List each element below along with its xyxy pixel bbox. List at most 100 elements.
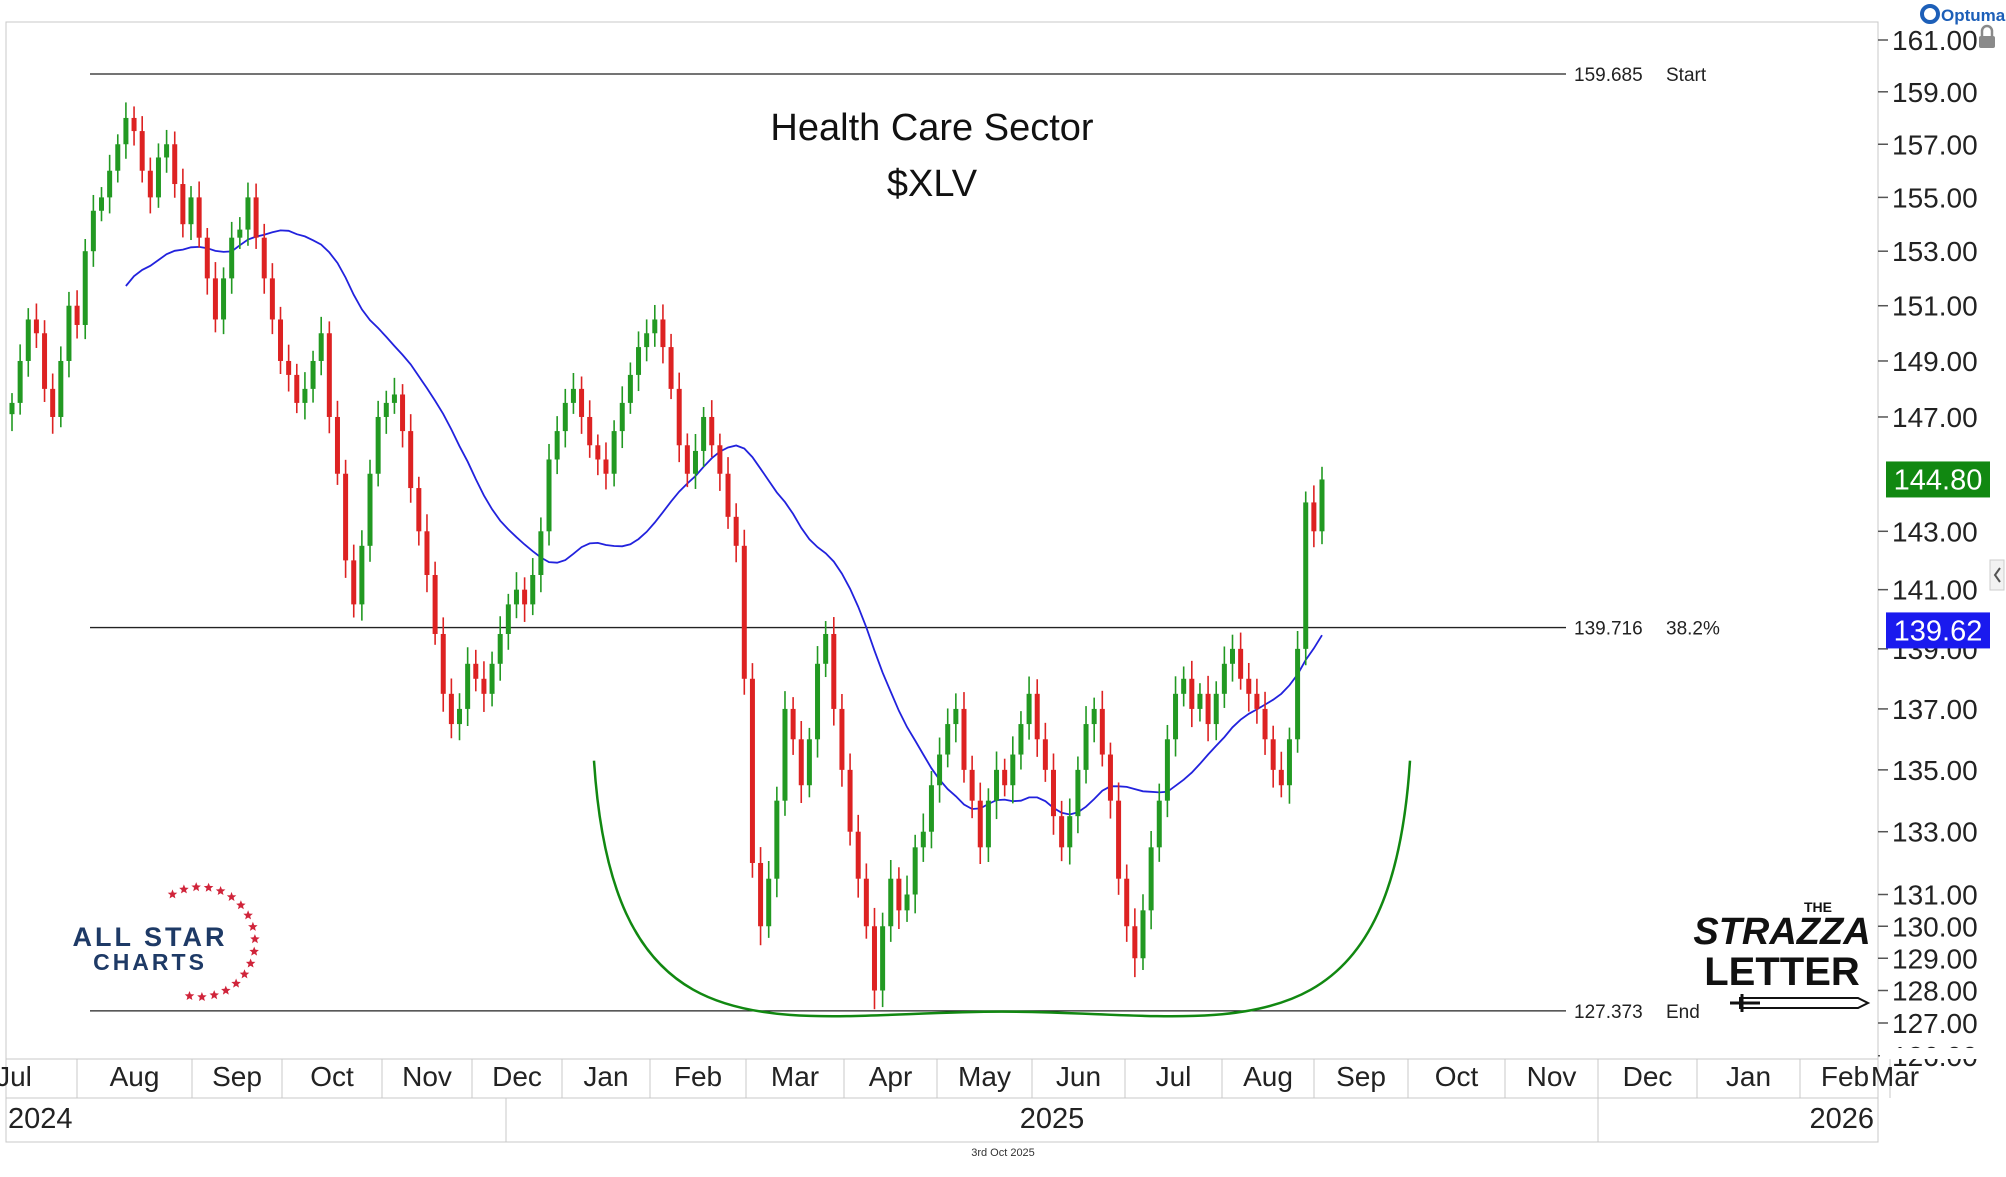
candle-body — [326, 333, 332, 417]
candle-body — [448, 693, 454, 725]
candle-body — [278, 319, 284, 361]
candle-body — [481, 678, 487, 694]
candle-body — [286, 360, 292, 375]
candle-body — [351, 560, 357, 605]
x-month-label: Mar — [1871, 1061, 1919, 1092]
candle-body — [1075, 769, 1081, 817]
candle-body — [269, 278, 275, 320]
candle-body — [920, 831, 926, 848]
candle-body — [229, 237, 235, 279]
candle-body — [1059, 816, 1065, 848]
candle-body — [912, 847, 918, 895]
last-price-badge — [1886, 461, 1990, 498]
candle-body — [538, 531, 544, 575]
candle-body — [798, 739, 804, 786]
candle-body — [17, 360, 23, 403]
candle-body — [164, 144, 170, 158]
candle-body — [863, 878, 869, 927]
level-tag-label: 38.2% — [1666, 619, 1720, 640]
candle-body — [9, 402, 15, 415]
candle-body — [25, 319, 31, 361]
x-month-label: Jun — [1056, 1061, 1101, 1092]
candle-body — [660, 319, 666, 348]
candle-body — [188, 197, 194, 225]
candle-body — [579, 388, 585, 417]
candle-body — [99, 197, 105, 211]
star-icon — [239, 969, 250, 979]
candle-body — [969, 769, 975, 801]
candle-body — [302, 388, 308, 403]
level-tag-label: End — [1666, 1002, 1700, 1023]
candle-body — [676, 388, 682, 446]
candle-body — [611, 431, 617, 474]
x-month-label: Oct — [310, 1061, 354, 1092]
lock-icon[interactable] — [1979, 24, 1995, 48]
y-tick-label: 131.00 — [1892, 879, 1978, 910]
candle-body — [1116, 800, 1122, 879]
y-tick-label: 137.00 — [1892, 694, 1978, 725]
x-month-label: Jan — [1726, 1061, 1771, 1092]
collapse-arrow-icon[interactable] — [1989, 559, 2005, 591]
candle-body — [334, 416, 340, 474]
all-star-charts-logo: ALL STAR CHARTS — [73, 882, 260, 1001]
level-value-label: 139.716 — [1574, 619, 1643, 640]
cup-pattern-layer — [592, 760, 1412, 1018]
y-tick-label: 147.00 — [1892, 402, 1978, 433]
star-icon — [250, 934, 260, 944]
x-month-label: Aug — [1243, 1061, 1293, 1092]
candle-body — [212, 278, 218, 320]
candle-body — [237, 229, 243, 238]
candle-body — [1091, 708, 1097, 725]
candle-body — [758, 862, 764, 927]
candle-body — [432, 574, 438, 634]
candle-body — [855, 831, 861, 879]
candle-body — [953, 708, 959, 725]
x-month-label: Jan — [583, 1061, 628, 1092]
logo-text-all-star: ALL STAR — [73, 922, 228, 952]
x-month-label: Apr — [869, 1061, 913, 1092]
candle-body — [1213, 693, 1219, 725]
level-lines: 159.685 Start 139.716 38.2% 127.373 End — [90, 65, 1720, 1023]
candle-body — [261, 237, 267, 279]
candle-body — [652, 319, 658, 334]
optuma-logo-text: Optuma — [1941, 6, 2006, 25]
candle-body — [42, 333, 48, 389]
x-month-label: Sep — [1336, 1061, 1386, 1092]
candle-body — [627, 374, 633, 403]
candle-body — [505, 604, 511, 634]
level-tag-label: Start — [1666, 65, 1707, 86]
strazza-letter-logo: THE STRAZZA LETTER — [1693, 899, 1871, 1012]
candle-body — [310, 360, 316, 389]
star-icon — [215, 886, 226, 895]
candle-body — [725, 473, 731, 517]
candle-body — [1010, 754, 1016, 786]
candle-body — [701, 416, 707, 451]
candle-body — [1107, 754, 1113, 801]
candle-body — [74, 305, 80, 325]
candle-body — [823, 633, 829, 664]
y-tick-label: 159.00 — [1892, 77, 1978, 108]
candle-body — [1148, 847, 1154, 911]
candle-body — [1140, 910, 1146, 959]
candle-body — [790, 708, 796, 740]
candle-body — [1067, 816, 1073, 848]
candle-body — [107, 170, 113, 198]
candle-body — [123, 117, 129, 145]
candle-body — [1229, 648, 1235, 664]
candle-body — [871, 926, 877, 991]
candle-body — [692, 450, 698, 474]
candle-body — [717, 445, 723, 474]
candle-body — [294, 374, 300, 403]
candle-body — [977, 800, 983, 848]
candle-body — [253, 197, 259, 238]
candle-body — [1050, 769, 1056, 817]
candle-body — [668, 347, 674, 389]
candle-body — [1254, 693, 1260, 709]
star-icon — [203, 882, 214, 892]
y-tick-label: 127.00 — [1892, 1008, 1978, 1039]
candle-body — [603, 459, 609, 474]
candle-body — [741, 545, 747, 679]
chart-title: Health Care Sector — [770, 107, 1093, 149]
optuma-logo-icon — [1920, 4, 1940, 24]
candle-body — [562, 402, 568, 432]
